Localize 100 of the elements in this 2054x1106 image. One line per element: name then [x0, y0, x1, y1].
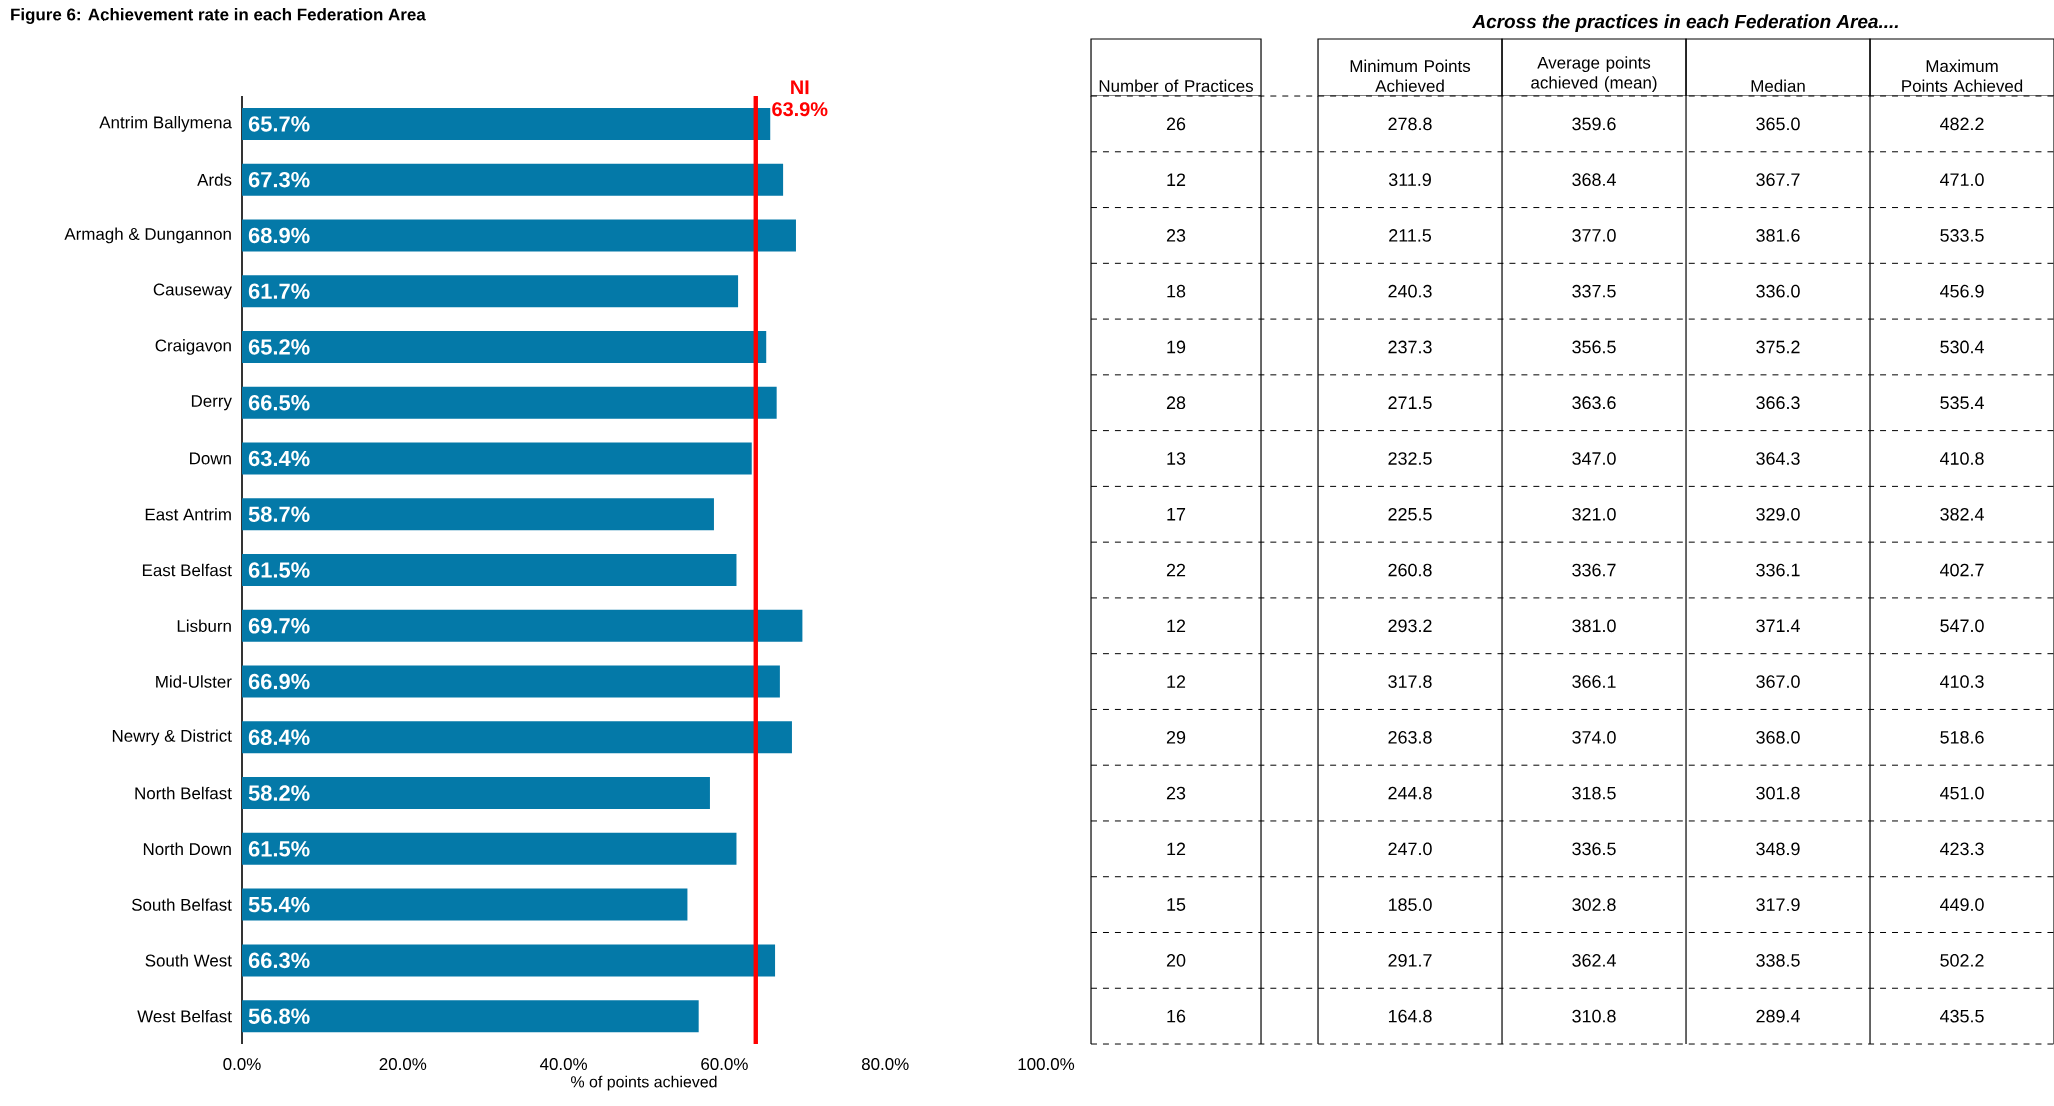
text: 530.4	[1940, 340, 1984, 354]
text: 362.4	[1572, 954, 1616, 967]
y-tick-label: Down	[190, 452, 231, 465]
data-label: 55.4%	[248, 896, 310, 913]
text: 547.0	[1940, 619, 1984, 633]
text: 368.0	[1756, 730, 1800, 744]
text: 366.3	[1756, 396, 1800, 410]
text: 365.0	[1756, 117, 1800, 131]
text: 336.5	[1572, 842, 1616, 856]
text: 12	[1167, 842, 1186, 856]
text: 410.8	[1940, 452, 1984, 465]
x-tick-label: 40.0%	[539, 1058, 588, 1071]
text: 451.0	[1940, 786, 1984, 800]
text: 368.4	[1572, 173, 1616, 187]
bar	[242, 1000, 699, 1033]
text: 535.4	[1940, 396, 1984, 410]
text: 20	[1166, 954, 1186, 967]
x-tick-label: 20.0%	[379, 1058, 427, 1071]
text: 237.3	[1388, 340, 1432, 354]
category-label: Maximum Points Achieved	[1902, 59, 2023, 92]
text: 317.8	[1388, 675, 1432, 688]
data-label: 69.7%	[248, 618, 310, 634]
text: 260.8	[1388, 563, 1432, 577]
y-tick-label: Antrim Ballymena	[99, 115, 232, 132]
bar	[242, 665, 780, 698]
text: 247.0	[1388, 842, 1432, 856]
text: 12	[1167, 675, 1186, 688]
data-label: 68.4%	[248, 729, 310, 746]
text: 364.3	[1756, 452, 1800, 465]
text: 15	[1167, 898, 1186, 911]
data-label: 61.5%	[248, 562, 310, 578]
data-label: 63.4%	[248, 450, 310, 467]
y-tick-label: Newry & District	[112, 729, 232, 746]
text: 16	[1167, 1009, 1186, 1023]
bar	[242, 275, 739, 308]
text: 321.0	[1572, 507, 1616, 521]
bar	[242, 944, 776, 977]
data-label: 66.3%	[248, 952, 310, 969]
bar	[242, 609, 803, 642]
text: 367.7	[1756, 173, 1800, 187]
text: 317.9	[1756, 898, 1800, 911]
text: 456.9	[1940, 284, 1984, 298]
data-label: 66.9%	[248, 673, 310, 690]
text: 359.6	[1572, 117, 1616, 131]
text: 232.5	[1388, 452, 1432, 465]
y-tick-label: South West	[145, 954, 232, 967]
bar	[242, 498, 714, 531]
bar	[242, 107, 771, 140]
text: 291.7	[1388, 954, 1432, 967]
text: 410.3	[1940, 675, 1984, 688]
y-tick-label: East Belfast	[142, 563, 232, 577]
ref-line-label: NI 63.9%	[772, 80, 828, 117]
text: 13	[1167, 452, 1186, 465]
text: 240.3	[1388, 284, 1432, 298]
data-label: 68.9%	[248, 227, 310, 244]
y-tick-label: North Down	[143, 842, 231, 856]
data-label: 61.5%	[248, 841, 310, 857]
text: 271.5	[1388, 396, 1432, 410]
text: 329.0	[1756, 507, 1800, 521]
text: 377.0	[1572, 229, 1616, 242]
category-label: Average points achieved (mean)	[1531, 56, 1657, 92]
text: 278.8	[1388, 117, 1432, 131]
x-tick-label: 80.0%	[861, 1058, 909, 1071]
text: 263.8	[1388, 730, 1432, 744]
text: 356.5	[1572, 340, 1616, 354]
text: 185.0	[1388, 898, 1432, 911]
text: 402.7	[1940, 563, 1984, 577]
text: 19	[1167, 340, 1186, 354]
bar	[242, 777, 710, 810]
text: 502.2	[1940, 954, 1984, 967]
y-tick-label: West Belfast	[137, 1009, 232, 1023]
y-tick-label: Ards	[197, 173, 232, 186]
text: 375.2	[1756, 340, 1800, 354]
text: 289.4	[1756, 1009, 1800, 1023]
text: 336.0	[1756, 284, 1800, 298]
bar	[242, 386, 777, 419]
text: 26	[1166, 117, 1186, 131]
y-tick-label: Derry	[191, 395, 232, 411]
chart-title: Figure 6: Achievement rate in each Federation Area	[11, 8, 426, 24]
text: 374.0	[1572, 730, 1616, 744]
text: 366.1	[1572, 675, 1616, 688]
text: 449.0	[1940, 898, 1984, 911]
data-label: 66.5%	[248, 394, 310, 411]
text: 337.5	[1572, 284, 1616, 298]
text: 381.0	[1572, 619, 1616, 633]
text: 347.0	[1572, 452, 1616, 465]
text: 371.4	[1756, 619, 1800, 633]
text: 381.6	[1756, 229, 1800, 242]
data-label: 56.8%	[248, 1008, 310, 1024]
text: 310.8	[1572, 1009, 1616, 1023]
bar	[242, 442, 752, 475]
text: 12	[1167, 619, 1186, 633]
text: 164.8	[1388, 1009, 1432, 1023]
data-label: 65.2%	[248, 339, 310, 355]
bar	[242, 330, 767, 363]
text: 311.9	[1388, 173, 1431, 187]
text: 533.5	[1940, 229, 1984, 242]
text: 12	[1167, 173, 1186, 186]
data-label: 61.7%	[248, 283, 310, 299]
bar	[242, 163, 784, 196]
